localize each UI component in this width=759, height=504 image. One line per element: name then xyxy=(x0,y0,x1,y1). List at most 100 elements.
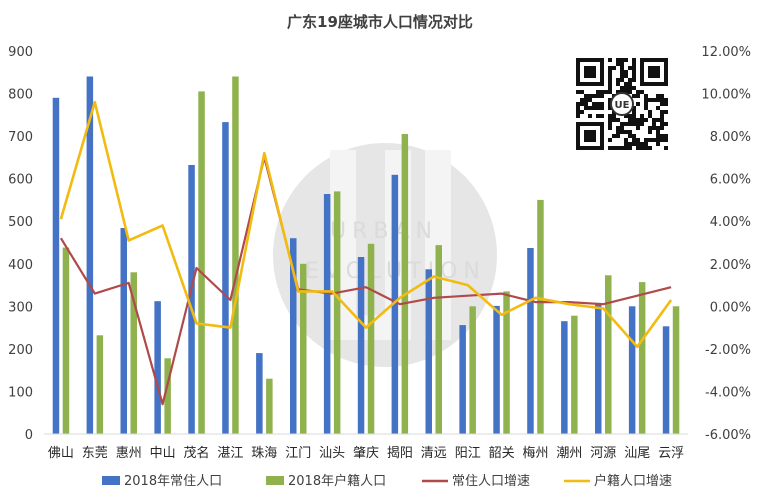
qr-module xyxy=(628,86,632,90)
y-left-tick-label: 600 xyxy=(8,173,33,188)
bar-registered-7 xyxy=(300,263,307,434)
qr-module xyxy=(636,142,640,146)
bar-resident-13 xyxy=(493,305,500,434)
qr-module xyxy=(636,118,640,122)
qr-module xyxy=(632,142,636,146)
x-category-label: 江门 xyxy=(285,446,311,461)
qr-module xyxy=(584,94,588,98)
y-left-tick-label: 400 xyxy=(8,258,33,273)
bar-registered-15 xyxy=(571,315,578,434)
qr-module xyxy=(628,114,632,118)
qr-module xyxy=(608,138,612,142)
bar-resident-10 xyxy=(391,174,399,435)
qr-module xyxy=(632,114,636,118)
bar-registered-17 xyxy=(638,282,646,434)
qr-module xyxy=(608,78,612,82)
qr-module xyxy=(624,58,628,62)
y-right-tick-label: 8.00% xyxy=(710,130,751,145)
bar-resident-1 xyxy=(86,76,94,434)
qr-module xyxy=(660,126,664,130)
qr-module xyxy=(588,98,592,102)
qr-module xyxy=(624,114,628,118)
bar-registered-16 xyxy=(605,275,612,434)
qr-module xyxy=(656,98,660,102)
qr-module xyxy=(628,146,632,150)
qr-module xyxy=(628,130,632,134)
qr-module xyxy=(608,74,612,78)
qr-module xyxy=(620,126,624,130)
qr-module xyxy=(620,86,624,90)
qr-module xyxy=(660,118,664,122)
legend-swatch-0 xyxy=(102,476,120,485)
y-left-tick-label: 700 xyxy=(8,130,33,145)
qr-module xyxy=(636,146,640,150)
bar-resident-12 xyxy=(459,325,466,434)
bar-registered-12 xyxy=(469,306,476,434)
qr-module xyxy=(628,134,632,138)
qr-module xyxy=(620,74,624,78)
qr-module xyxy=(584,106,588,110)
qr-module xyxy=(636,122,640,126)
x-category-label: 佛山 xyxy=(48,446,74,461)
qr-module xyxy=(664,122,668,126)
qr-module xyxy=(628,142,632,146)
qr-module xyxy=(640,118,644,122)
qr-module xyxy=(664,146,668,150)
qr-module xyxy=(628,118,632,122)
y-right-tick-label: 10.00% xyxy=(701,88,751,103)
qr-module xyxy=(648,114,652,118)
qr-module xyxy=(620,146,624,150)
bar-registered-2 xyxy=(130,272,137,434)
watermark-text-row1: URBAN xyxy=(330,219,438,244)
bar-resident-14 xyxy=(527,248,534,434)
bar-registered-6 xyxy=(266,378,273,434)
bar-registered-13 xyxy=(503,291,510,434)
y-right-tick-label: -2.00% xyxy=(705,343,751,358)
qr-module xyxy=(632,122,636,126)
qr-module xyxy=(664,138,668,142)
x-category-label: 肇庆 xyxy=(353,446,379,461)
qr-module xyxy=(628,82,632,86)
qr-module xyxy=(608,98,612,102)
qr-module xyxy=(652,138,656,142)
qr-module xyxy=(632,106,636,110)
qr-module xyxy=(660,98,664,102)
y-right-tick-label: 6.00% xyxy=(710,173,751,188)
qr-module xyxy=(624,70,628,74)
qr-module xyxy=(656,126,660,130)
qr-module xyxy=(652,118,656,122)
qr-module xyxy=(652,122,656,126)
qr-module xyxy=(632,138,636,142)
y-right-tick-label: -6.00% xyxy=(705,428,751,443)
qr-module xyxy=(620,58,624,62)
qr-finder-core xyxy=(584,130,596,142)
x-category-label: 清远 xyxy=(421,446,447,461)
qr-module xyxy=(616,90,620,94)
y-right-tick-label: 2.00% xyxy=(710,258,751,273)
qr-module xyxy=(624,146,628,150)
bar-registered-0 xyxy=(62,247,70,434)
qr-module xyxy=(632,70,636,74)
bar-resident-7 xyxy=(290,238,297,434)
bar-resident-5 xyxy=(222,122,229,434)
qr-module xyxy=(640,114,644,118)
y-axis-left: 0 100 200 300 400 500 600 700 800 900 xyxy=(8,45,33,443)
qr-module xyxy=(644,94,648,98)
qr-module xyxy=(608,122,612,126)
qr-module xyxy=(652,126,656,130)
qr-module xyxy=(656,106,660,110)
x-category-label: 揭阳 xyxy=(387,446,413,461)
qr-module xyxy=(608,90,612,94)
bar-registered-11 xyxy=(435,245,442,434)
qr-module xyxy=(608,126,612,130)
qr-module xyxy=(648,98,652,102)
x-category-label: 汕尾 xyxy=(624,446,650,461)
bar-registered-1 xyxy=(96,335,104,434)
qr-module xyxy=(624,122,628,126)
qr-module xyxy=(660,138,664,142)
qr-module xyxy=(632,94,636,98)
qr-module xyxy=(632,78,636,82)
qr-module xyxy=(628,122,632,126)
qr-module xyxy=(600,102,604,106)
